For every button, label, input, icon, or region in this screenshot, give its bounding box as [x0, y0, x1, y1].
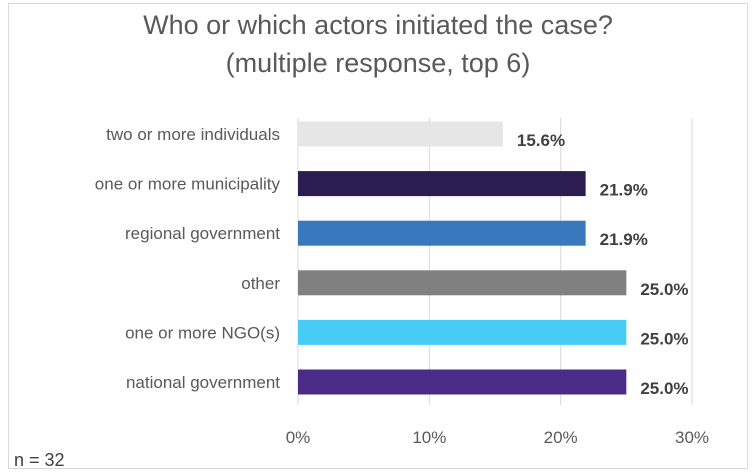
data-label: 25.0% — [640, 329, 688, 348]
category-label: national government — [126, 373, 280, 392]
data-label: 21.9% — [600, 230, 648, 249]
bar — [298, 319, 627, 345]
chart-title-line-1: Who or which actors initiated the case? — [143, 10, 613, 40]
x-tick-label: 10% — [412, 428, 446, 447]
bar — [298, 171, 586, 197]
category-label: two or more individuals — [106, 125, 280, 144]
data-label: 21.9% — [600, 181, 648, 200]
bar — [298, 270, 627, 296]
chart-title-line-2: (multiple response, top 6) — [225, 48, 531, 78]
x-tick-label: 20% — [544, 428, 578, 447]
data-label: 25.0% — [640, 379, 688, 398]
category-label: one or more municipality — [95, 175, 281, 194]
chart-title: Who or which actors initiated the case? … — [0, 6, 756, 82]
data-label: 25.0% — [640, 280, 688, 299]
x-tick-label: 30% — [675, 428, 709, 447]
data-label: 15.6% — [517, 131, 565, 150]
bar — [298, 369, 627, 395]
category-label: other — [241, 274, 280, 293]
sample-size-note: n = 32 — [14, 450, 65, 470]
category-label: regional government — [125, 224, 280, 243]
category-label: one or more NGO(s) — [125, 323, 280, 342]
x-tick-label: 0% — [286, 428, 311, 447]
bar — [298, 121, 503, 147]
bar — [298, 220, 586, 246]
